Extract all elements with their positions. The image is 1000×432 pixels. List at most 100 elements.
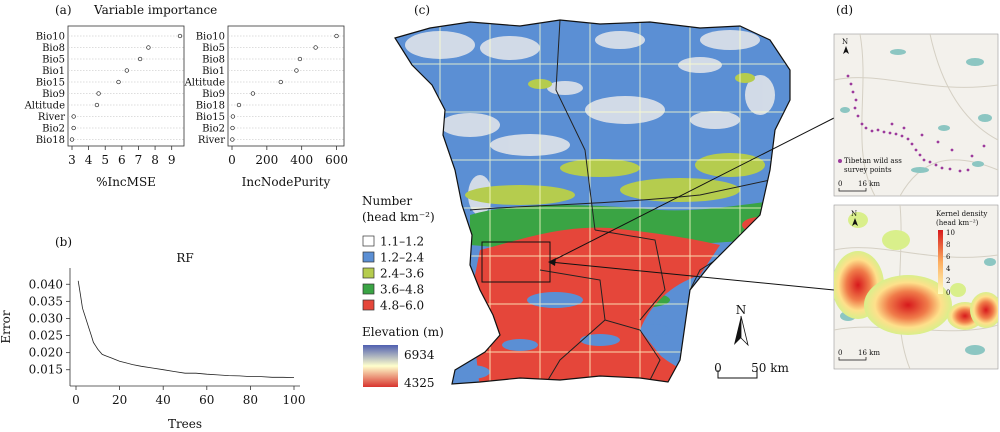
importance-right-point <box>230 114 236 119</box>
survey-point <box>940 166 944 170</box>
survey-point <box>920 133 924 137</box>
survey-point <box>890 122 894 126</box>
importance-left-tick-label: 3 <box>68 153 76 167</box>
survey-point <box>966 168 970 172</box>
importance-right-tick-label: 400 <box>290 153 313 167</box>
survey-point <box>970 154 974 158</box>
legend-swatch <box>362 299 375 311</box>
survey-point <box>854 98 858 102</box>
importance-left-tick-label: 9 <box>168 153 176 167</box>
importance-left-point <box>69 137 75 142</box>
survey-point <box>914 148 918 152</box>
rf-chart-title: RF <box>176 251 193 265</box>
legend-class-label: 1.1–1.2 <box>380 235 424 249</box>
survey-point <box>894 132 898 136</box>
survey-point <box>934 163 938 167</box>
rf-x-tick-label: 20 <box>112 393 127 407</box>
rf-ylabel: Error <box>0 310 13 343</box>
importance-right-variable-label: Bio1 <box>202 66 225 77</box>
legend-class-label: 4.8–6.0 <box>380 299 424 313</box>
kernel-density-surface <box>834 212 998 335</box>
importance-left-variable-label: Altitude <box>24 101 65 112</box>
kernel-legend-tick-label: 6 <box>946 253 951 261</box>
survey-point <box>853 106 857 110</box>
importance-left-variable-label: Bio9 <box>42 89 65 100</box>
importance-right-variable-label: Bio8 <box>202 55 225 66</box>
scale-bar-start: 0 <box>714 361 722 375</box>
rf-y-tick-label: 0.025 <box>29 329 63 343</box>
importance-left-point <box>71 125 76 131</box>
elevation-min-label: 4325 <box>404 376 435 390</box>
leader-line-top <box>549 117 835 263</box>
elevation-legend: Elevation (m) 6934 4325 <box>362 325 444 390</box>
inset-bottom-north-label: N <box>851 210 857 218</box>
region-outline <box>394 19 791 385</box>
elevation-color-ramp <box>363 345 398 387</box>
importance-right-point <box>334 33 339 39</box>
survey-point <box>870 129 874 133</box>
survey-point <box>849 82 853 86</box>
rf-x-tick-label: 100 <box>283 393 306 407</box>
survey-point <box>922 158 926 162</box>
importance-left-point <box>146 45 151 50</box>
survey-point <box>982 144 986 148</box>
importance-right-variable-label: Bio10 <box>196 32 225 43</box>
survey-point <box>876 128 880 132</box>
survey-point <box>936 140 940 144</box>
legend-swatch <box>362 235 375 247</box>
survey-point <box>882 130 886 134</box>
survey-legend-line2: survey points <box>844 166 892 174</box>
importance-left-plot: Bio10Bio8Bio5Bio1Bio15Bio9AltitudeRiverB… <box>24 25 185 189</box>
importance-left-variable-label: River <box>38 112 65 123</box>
importance-right-plot: Bio10Bio5Bio8Bio1AltitudeBio9Bio18Bio15B… <box>184 25 348 189</box>
survey-point <box>864 126 868 130</box>
survey-point <box>928 160 932 164</box>
elevation-legend-title: Elevation (m) <box>362 325 444 339</box>
importance-right-variable-label: Altitude <box>184 78 225 89</box>
survey-point <box>900 134 904 138</box>
kernel-legend-unit: (head km⁻²) <box>936 219 979 227</box>
legend-swatch <box>362 251 375 263</box>
legend-class-label: 2.4–3.6 <box>380 267 424 281</box>
importance-left-variable-label: Bio5 <box>42 55 65 66</box>
number-legend-unit: (head km⁻²) <box>362 210 435 224</box>
survey-point <box>888 131 892 135</box>
importance-right-variable-label: River <box>198 135 225 146</box>
scale-bar-end: 50 km <box>751 361 789 375</box>
scale-bar: 0 50 km <box>714 361 789 379</box>
survey-point <box>860 122 864 126</box>
survey-point <box>902 126 906 130</box>
panel-a-title: Variable importance <box>93 3 217 17</box>
importance-right-variable-label: Bio18 <box>196 101 225 112</box>
rf-x-tick-label: 60 <box>199 393 214 407</box>
kernel-legend-tick-label: 4 <box>946 265 951 273</box>
inset-bottom-scale-start: 0 <box>838 349 842 357</box>
importance-left-point <box>71 114 76 119</box>
importance-left-point <box>177 33 183 39</box>
survey-legend-line1: Tibetan wild ass <box>844 157 902 165</box>
inset-bottom-north-icon: N <box>851 210 858 226</box>
rf-y-tick-label: 0.020 <box>29 346 63 360</box>
inset-bottom-scale-end: 16 km <box>858 349 880 357</box>
rf-x-tick-label: 40 <box>156 393 171 407</box>
panel-label-b: (b) <box>55 235 72 249</box>
elevation-max-label: 6934 <box>404 348 435 362</box>
number-legend: Number (head km⁻²) 1.1–1.2 1.2–2.4 2.4–3.6… <box>362 194 435 313</box>
inset-top-north-label: N <box>842 38 848 46</box>
kernel-legend-title: Kernel density <box>936 210 987 218</box>
importance-right-variable-label: Bio5 <box>202 43 225 54</box>
survey-point <box>958 169 962 173</box>
importance-right-point <box>236 102 242 108</box>
legend-swatch <box>362 283 375 295</box>
importance-left-tick-label: 4 <box>85 153 93 167</box>
inset-top-scale-end: 16 km <box>858 180 880 188</box>
kernel-legend-tick-label: 10 <box>946 229 955 237</box>
kernel-color-ramp <box>938 230 943 294</box>
importance-left-variable-label: Bio2 <box>42 124 65 135</box>
rf-xlabel: Trees <box>168 417 202 431</box>
leader-line-bottom <box>549 261 835 291</box>
kernel-legend-tick-label: 8 <box>946 241 950 249</box>
importance-left-variable-label: Bio18 <box>36 135 65 146</box>
importance-right-variable-label: Bio2 <box>202 124 225 135</box>
